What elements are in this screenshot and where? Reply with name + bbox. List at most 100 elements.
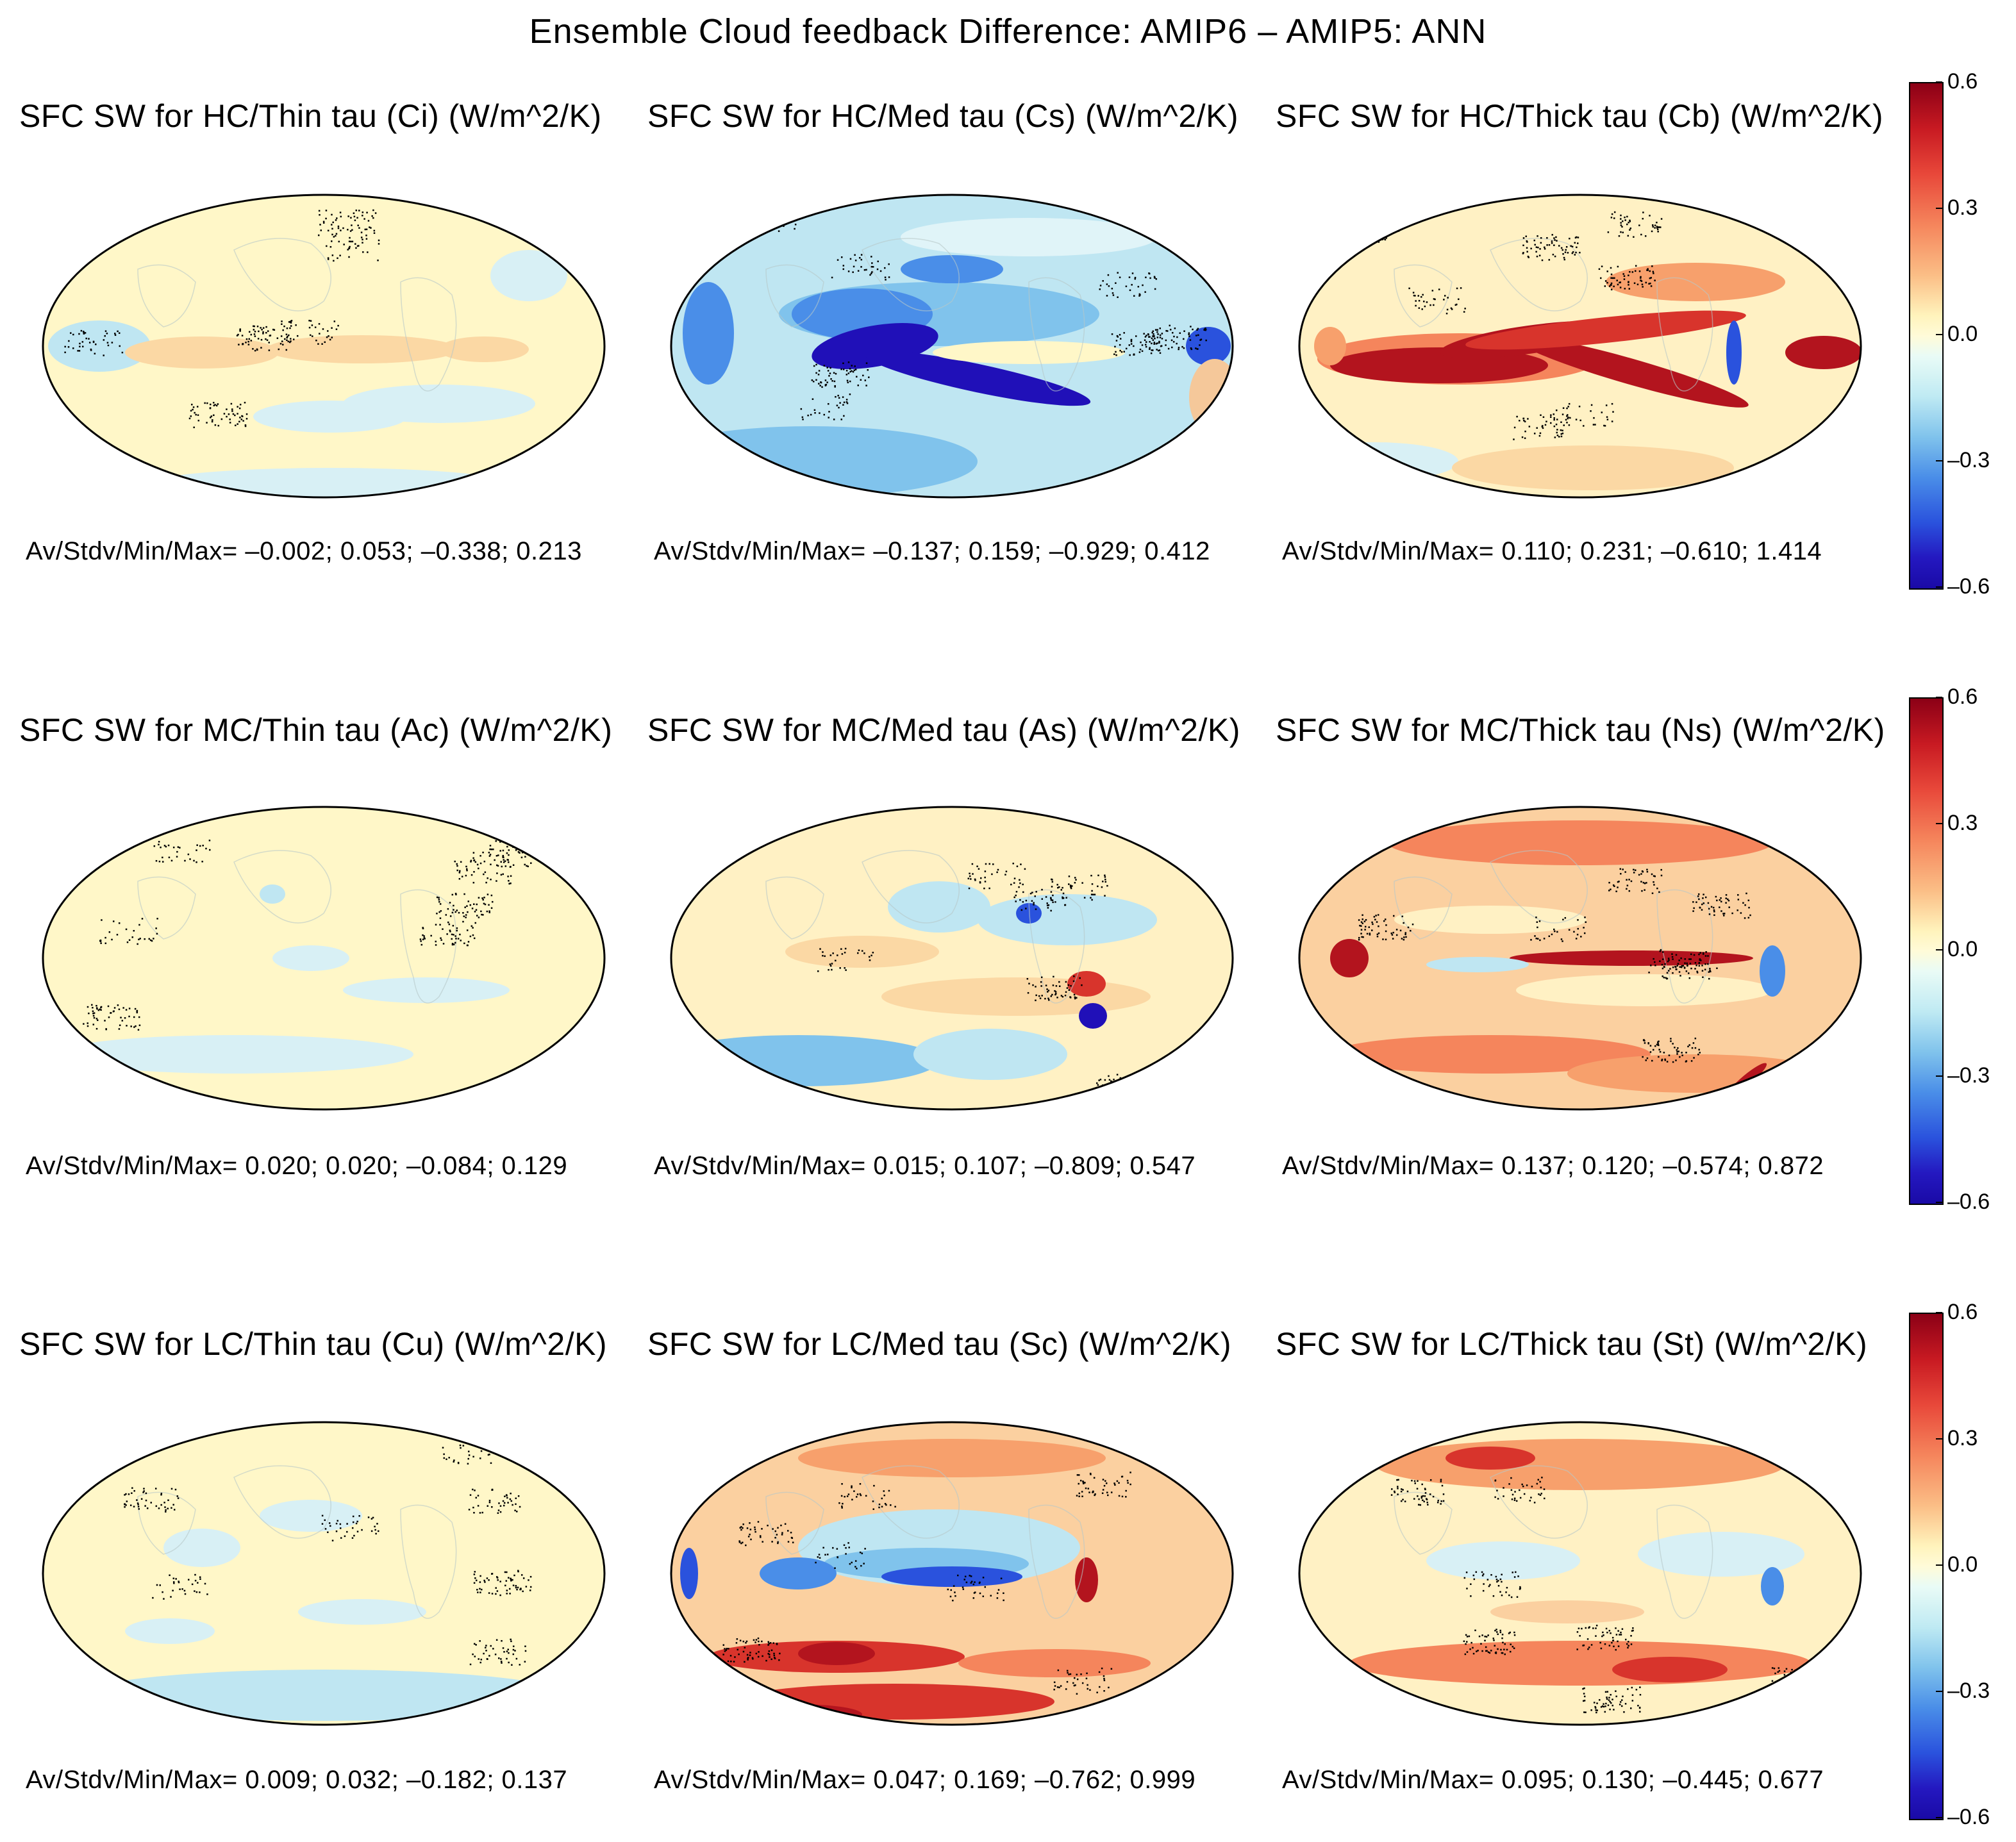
significance-dot: [1747, 917, 1750, 919]
significance-dot: [759, 1535, 762, 1537]
significance-dot: [339, 1523, 342, 1525]
significance-dot: [1472, 1652, 1475, 1655]
significance-dot: [268, 349, 271, 351]
significance-dot: [992, 863, 994, 865]
significance-dot: [969, 1575, 971, 1577]
significance-dot: [491, 1488, 494, 1491]
significance-dot: [840, 256, 843, 258]
significance-dot: [792, 212, 795, 214]
significance-dot: [1501, 1581, 1503, 1583]
significance-dot: [1153, 335, 1155, 338]
significance-dot: [172, 1589, 174, 1591]
significance-dot: [1125, 347, 1128, 350]
significance-dot: [1092, 893, 1094, 896]
significance-dot: [1489, 1584, 1491, 1586]
significance-dot: [719, 1062, 721, 1064]
significance-dot: [864, 1548, 866, 1550]
significance-dot: [1173, 335, 1175, 338]
significance-dot: [1702, 953, 1704, 955]
significance-dot: [337, 227, 340, 229]
significance-dot: [794, 228, 796, 230]
significance-dot: [724, 1650, 726, 1652]
significance-dot: [349, 230, 352, 232]
significance-dot: [1645, 281, 1647, 284]
significance-dot: [443, 1453, 445, 1456]
significance-dot: [1360, 933, 1362, 934]
significance-dot: [1677, 963, 1679, 965]
significance-dot: [1647, 268, 1649, 270]
significance-dot: [1400, 1500, 1403, 1502]
significance-dot: [757, 1521, 760, 1523]
significance-dot: [258, 330, 260, 333]
significance-dot: [888, 276, 890, 278]
significance-dot: [1611, 402, 1613, 405]
significance-dot: [1079, 977, 1081, 979]
significance-dot: [1540, 1493, 1542, 1495]
significance-dot: [772, 213, 774, 216]
significance-dot: [1687, 972, 1690, 974]
significance-dot: [972, 1583, 975, 1586]
significance-dot: [1078, 1482, 1079, 1485]
significance-dot: [1378, 237, 1380, 240]
significance-dot: [155, 1505, 158, 1507]
significance-dot: [146, 1507, 149, 1509]
significance-dot: [740, 1526, 742, 1528]
significance-dot: [1147, 1080, 1149, 1082]
significance-dot: [1093, 1477, 1095, 1479]
significance-dot: [480, 1588, 483, 1591]
significance-dot: [1440, 1500, 1442, 1502]
significance-dot: [1151, 337, 1153, 340]
significance-dot: [1742, 902, 1744, 904]
significance-dot: [179, 1588, 181, 1590]
significance-dot: [335, 328, 338, 330]
significance-dot: [337, 324, 339, 327]
significance-dot: [1530, 939, 1532, 941]
significance-dot: [1604, 1705, 1606, 1707]
significance-dot: [1433, 298, 1435, 300]
significance-dot: [757, 215, 760, 217]
significance-dot: [204, 1582, 206, 1585]
significance-dot: [760, 229, 762, 231]
significance-dot: [214, 404, 216, 406]
significance-dot: [1508, 1632, 1510, 1634]
significance-dot: [1119, 338, 1122, 340]
significance-dot: [1687, 965, 1688, 967]
significance-dot: [454, 892, 457, 895]
significance-dot: [1396, 1479, 1398, 1481]
map-field: [671, 807, 1233, 1109]
significance-dot: [117, 1004, 119, 1006]
significance-dot: [1599, 1641, 1601, 1644]
significance-dot: [353, 1534, 355, 1537]
significance-dot: [1647, 269, 1649, 271]
significance-dot: [967, 877, 970, 879]
significance-dot: [213, 404, 215, 406]
significance-dot: [1587, 1638, 1589, 1640]
significance-dot: [1483, 1583, 1485, 1585]
significance-dot: [778, 221, 780, 224]
significance-dot: [1047, 907, 1049, 909]
significance-dot: [724, 1061, 726, 1063]
significance-dot: [881, 1506, 883, 1508]
significance-dot: [475, 1497, 478, 1499]
significance-dot: [375, 1532, 377, 1535]
significance-dot: [353, 215, 356, 218]
significance-dot: [1610, 1632, 1612, 1634]
significance-dot: [138, 924, 140, 926]
significance-dot: [794, 224, 797, 226]
significance-dot: [1633, 868, 1635, 871]
significance-dot: [377, 259, 379, 261]
significance-dot: [1654, 279, 1656, 281]
significance-dot: [329, 245, 332, 248]
significance-dot: [860, 254, 863, 256]
significance-dot: [1140, 341, 1142, 344]
significance-dot: [1079, 1479, 1082, 1482]
significance-dot: [857, 270, 860, 272]
significance-dot: [378, 243, 380, 245]
significance-dot: [232, 413, 235, 415]
significance-dot: [1364, 925, 1367, 928]
significance-dot: [1481, 1634, 1483, 1636]
significance-dot: [1802, 1679, 1804, 1680]
significance-dot: [519, 1506, 521, 1508]
significance-dot: [212, 401, 215, 404]
significance-dot: [1553, 417, 1555, 419]
